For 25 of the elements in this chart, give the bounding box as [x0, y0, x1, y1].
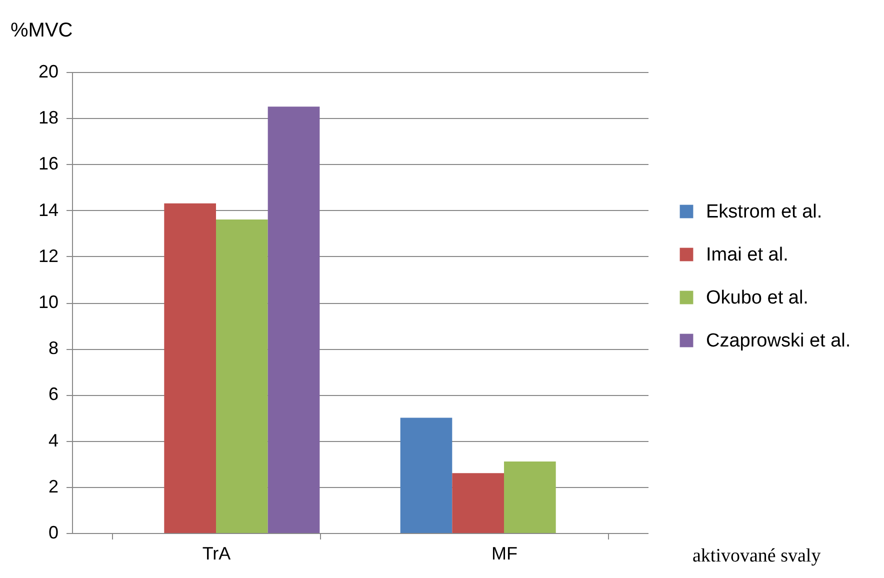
x-tick-label: TrA [202, 544, 231, 564]
bar [400, 418, 452, 533]
y-tick-label: 4 [48, 430, 58, 450]
legend-label: Imai et al. [706, 244, 788, 266]
x-axis-title: aktivované svaly [692, 546, 822, 566]
bar [268, 106, 320, 533]
bar [452, 473, 504, 533]
bar [504, 462, 556, 533]
y-tick-label: 16 [38, 154, 58, 174]
y-tick-label: 8 [48, 338, 58, 358]
legend-label: Czaprowski et al. [706, 330, 851, 352]
y-tick-label: 18 [38, 108, 58, 128]
legend-label: Okubo et al. [706, 288, 808, 308]
y-tick-label: 6 [48, 384, 58, 404]
x-tick-label: MF [492, 544, 518, 564]
y-tick-label: 10 [38, 292, 58, 312]
y-tick-label: 20 [38, 62, 58, 82]
legend-label: Ekstrom et al. [706, 202, 822, 222]
y-axis-title: %MVC [10, 20, 73, 42]
bar [216, 220, 268, 533]
y-tick-label: 12 [38, 246, 58, 266]
y-tick-label: 2 [48, 476, 58, 496]
bar [164, 203, 216, 533]
y-tick-label: 14 [38, 200, 58, 220]
y-tick-label: 0 [48, 522, 58, 542]
